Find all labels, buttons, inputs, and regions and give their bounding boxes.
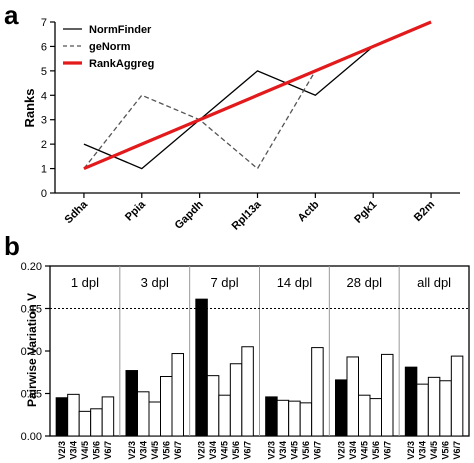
- bar: [90, 408, 103, 437]
- panel-a-letter: a: [4, 0, 19, 30]
- panel-b-letter: b: [4, 231, 20, 261]
- bar: [125, 370, 138, 437]
- rank-chart-legend: NormFinder geNorm RankAggreg: [63, 24, 154, 70]
- bar: [229, 363, 243, 437]
- x-tick-label-pair: V5/6: [441, 441, 451, 460]
- x-tick-label-pair: V2/3: [127, 441, 137, 460]
- x-tick-label-gene: Pgk1: [352, 199, 379, 226]
- bar: [218, 394, 231, 437]
- bar: [311, 347, 324, 437]
- x-tick-label-pair: V6/7: [103, 441, 113, 460]
- rank-chart-y-axis-label: Ranks: [22, 88, 37, 127]
- x-tick-label-pair: V5/6: [91, 441, 101, 460]
- x-tick-label-pair: V3/4: [208, 441, 218, 460]
- x-tick-label-pair: V6/7: [452, 441, 462, 460]
- bar: [335, 379, 348, 437]
- bar: [299, 402, 313, 437]
- bar: [381, 353, 394, 437]
- x-tick-label-gene: Ppia: [123, 198, 149, 224]
- y-tick-label: 6: [41, 41, 47, 53]
- y-tick-label: 0.20: [21, 261, 42, 273]
- y-tick-label: 0.05: [21, 389, 42, 401]
- x-tick-label-pair: V5/6: [301, 441, 311, 460]
- x-tick-label-pair: V3/4: [418, 441, 428, 460]
- x-tick-label-pair: V2/3: [406, 441, 416, 460]
- legend-label: RankAggreg: [89, 58, 154, 70]
- series-line-normfinder: [83, 45, 374, 170]
- bar: [241, 346, 254, 437]
- bar: [358, 394, 371, 437]
- y-tick-label: 5: [41, 66, 47, 78]
- bar: [404, 366, 418, 437]
- bar: [195, 298, 208, 437]
- y-tick-label: 2: [41, 139, 47, 151]
- group-label: all dpl: [417, 275, 451, 290]
- series-line-rankaggreg: [83, 20, 432, 171]
- x-tick-label-pair: V3/4: [68, 441, 78, 460]
- x-tick-label-pair: V6/7: [312, 441, 322, 460]
- group-label: 28 dpl: [347, 275, 383, 290]
- bar: [171, 353, 184, 437]
- x-tick-label-pair: V3/4: [138, 441, 148, 460]
- bar: [101, 396, 115, 437]
- bar: [78, 410, 92, 437]
- group-label: 14 dpl: [277, 275, 313, 290]
- x-tick-label-pair: V2/3: [57, 441, 67, 460]
- bar: [416, 383, 429, 437]
- x-tick-label-pair: V2/3: [197, 441, 207, 460]
- x-tick-label-pair: V5/6: [231, 441, 241, 460]
- x-tick-label-gene: Actb: [296, 198, 322, 224]
- x-tick-label-gene: Sdha: [63, 198, 91, 226]
- x-tick-label-pair: V4/5: [429, 441, 439, 460]
- y-tick-label: 1: [41, 164, 47, 176]
- x-tick-label-pair: V6/7: [173, 441, 183, 460]
- bar: [276, 399, 290, 437]
- x-tick-label-pair: V3/4: [278, 441, 288, 460]
- group-label: 3 dpl: [141, 275, 169, 290]
- y-tick-label: 0.15: [21, 304, 42, 316]
- pairwise-variation-chart: Pairwise Variation V 0.00 0.05 0.10 0.15 0.2…: [21, 261, 470, 460]
- bar: [160, 376, 173, 437]
- rank-chart: Ranks 0 1 2 3 4 5 6 7 Sdha Ppia Gapdh Rpl13a Actb Pgk…: [22, 17, 460, 233]
- bar: [137, 391, 150, 437]
- group-label: 7 dpl: [210, 275, 238, 290]
- bar: [206, 375, 220, 437]
- y-tick-label: 0.10: [21, 346, 42, 358]
- x-tick-label-pair: V5/6: [371, 441, 381, 460]
- group-label: 1 dpl: [71, 275, 99, 290]
- bar: [346, 356, 359, 437]
- x-tick-label-pair: V4/5: [359, 441, 369, 460]
- bar: [55, 397, 69, 437]
- y-tick-label: 0: [41, 188, 47, 200]
- x-tick-label-pair: V6/7: [382, 441, 392, 460]
- bar: [439, 380, 452, 437]
- bar: [265, 396, 278, 437]
- x-tick-label-gene: Rpl13a: [230, 198, 265, 233]
- x-tick-label-gene: Gapdh: [173, 198, 206, 231]
- x-tick-label-pair: V5/6: [161, 441, 171, 460]
- x-tick-label-pair: V4/5: [220, 441, 230, 460]
- x-tick-label-pair: V2/3: [336, 441, 346, 460]
- x-tick-label-pair: V3/4: [348, 441, 358, 460]
- x-tick-label-pair: V4/5: [289, 441, 299, 460]
- x-tick-label-pair: V4/5: [80, 441, 90, 460]
- x-tick-label-gene: B2m: [412, 198, 437, 223]
- pairwise-chart-y-axis-label: Pairwise Variation V: [25, 293, 39, 407]
- x-tick-label-pair: V2/3: [266, 441, 276, 460]
- y-tick-label: 3: [41, 115, 47, 127]
- y-tick-label: 0.00: [21, 431, 42, 443]
- x-tick-label-pair: V4/5: [150, 441, 160, 460]
- bar: [67, 393, 80, 437]
- legend-label: NormFinder: [89, 24, 152, 36]
- legend-label: geNorm: [89, 41, 131, 53]
- bar: [450, 355, 464, 437]
- bar: [427, 376, 441, 437]
- y-tick-label: 4: [41, 90, 47, 102]
- bar: [369, 398, 382, 437]
- x-tick-label-pair: V6/7: [243, 441, 253, 460]
- bar: [148, 401, 161, 437]
- bar: [288, 400, 301, 437]
- y-tick-label: 7: [41, 17, 47, 29]
